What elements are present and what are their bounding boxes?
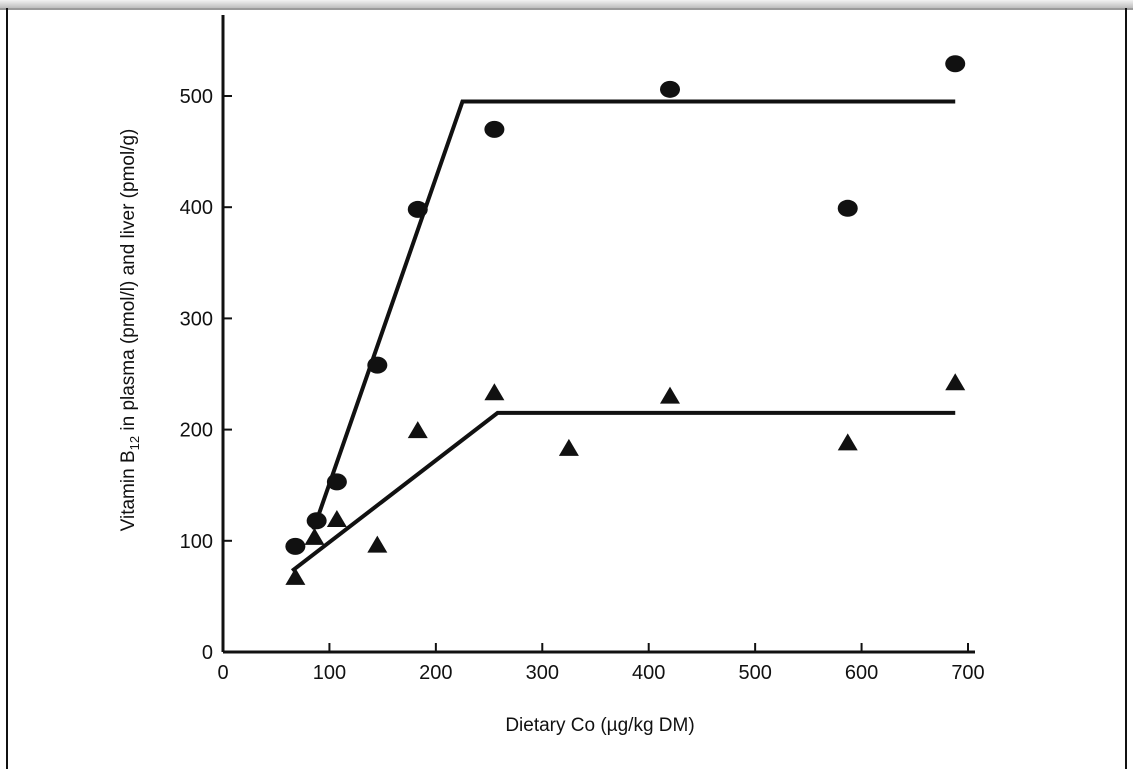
fit-lines xyxy=(290,99,956,573)
circle-marker xyxy=(285,537,306,555)
circle-marker xyxy=(660,80,680,98)
x-tick-label: 100 xyxy=(313,662,346,684)
circle-marker xyxy=(306,512,327,530)
chart-axes xyxy=(221,15,975,654)
y-tick-label: 400 xyxy=(180,197,213,219)
circle-marker xyxy=(407,200,428,218)
window-left-border xyxy=(6,8,8,769)
window-top-border xyxy=(0,0,1133,10)
plasma-fit-line xyxy=(290,410,956,573)
circle-marker xyxy=(326,473,347,491)
y-axis-title: Vitamin B12 in plasma (pmol/l) and liver… xyxy=(118,129,142,532)
triangle-marker xyxy=(285,567,306,585)
x-tick-label: 300 xyxy=(526,662,559,684)
circle-marker xyxy=(484,120,505,138)
y-tick-label: 500 xyxy=(180,86,213,108)
y-tick-label: 200 xyxy=(180,420,213,442)
triangle-marker xyxy=(407,421,428,439)
triangle-marker xyxy=(484,383,505,401)
triangle-marker xyxy=(304,527,325,545)
x-tick-label: 400 xyxy=(632,662,665,684)
circle-marker xyxy=(367,356,388,374)
triangle-marker xyxy=(945,373,966,391)
x-tick-label: 700 xyxy=(951,662,984,684)
x-tick-label: 0 xyxy=(217,662,228,684)
x-ticks: 0 100 200 300 400 500 600 700 xyxy=(217,643,985,684)
x-tick-label: 200 xyxy=(419,662,452,684)
triangle-marker xyxy=(660,386,680,404)
window-right-border xyxy=(1125,8,1127,769)
y-tick-label: 300 xyxy=(180,308,213,330)
y-tick-label: 0 xyxy=(202,642,213,664)
triangle-marker xyxy=(837,433,858,451)
x-tick-label: 500 xyxy=(738,662,771,684)
circle-marker xyxy=(837,199,858,217)
liver-fit-line xyxy=(311,99,956,531)
y-ticks: 0 100 200 300 400 500 xyxy=(180,86,232,664)
x-tick-label: 600 xyxy=(845,662,878,684)
circle-marker xyxy=(945,55,966,73)
triangle-marker xyxy=(558,438,579,456)
x-axis-title: Dietary Co (µg/kg DM) xyxy=(505,715,694,736)
data-markers xyxy=(285,55,966,585)
triangle-marker xyxy=(367,535,388,553)
triangle-marker xyxy=(326,510,347,528)
y-tick-label: 100 xyxy=(180,531,213,553)
